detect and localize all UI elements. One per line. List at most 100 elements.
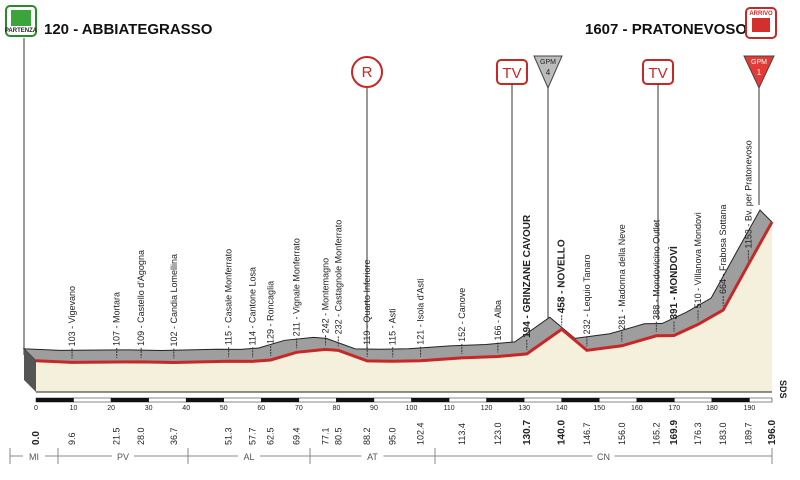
km-label: 0.0 (31, 431, 42, 445)
region-label-bg (238, 450, 260, 462)
gpm-category: 4 (546, 68, 551, 77)
waypoint-label: 119 - Quarto Inferiore (362, 260, 372, 345)
x-tick-label: 160 (631, 405, 643, 412)
km-label: 156.0 (617, 422, 627, 445)
x-tick-label: 60 (257, 405, 265, 412)
km-label: 130.7 (522, 420, 533, 445)
waypoint-label: 388 - Mondovicino Outlet (651, 219, 661, 320)
km-label: 77.1 (321, 427, 331, 445)
waypoint-label: 458 - NOVELLO (557, 239, 568, 313)
km-label: 183.0 (718, 422, 728, 445)
x-tick-label: 140 (556, 405, 568, 412)
km-label: 169.9 (669, 420, 680, 445)
region-label: CN (597, 452, 610, 462)
start-icon-label: PARTENZA (5, 28, 38, 34)
waypoint-label: 166 - Alba (493, 300, 503, 341)
x-tick-label: 90 (370, 405, 378, 412)
km-label: 69.4 (292, 427, 302, 445)
x-tick-label: 130 (518, 405, 530, 412)
waypoint-label: 121 - Isola d'Asti (416, 278, 426, 344)
scale-segment (711, 397, 750, 403)
scale-segment (223, 397, 262, 403)
x-tick-label: 80 (333, 405, 341, 412)
scale-segment (523, 397, 562, 403)
finish-icon-label: ARRIVO (749, 11, 773, 17)
sds-label: SDS (778, 380, 788, 399)
km-label: 88.2 (362, 427, 372, 445)
x-tick-label: 150 (593, 405, 605, 412)
x-tick-label: 50 (220, 405, 228, 412)
scale-segment (561, 397, 600, 403)
x-tick-label: 30 (145, 405, 153, 412)
waypoint-label: 1153 - Bv. per Pratonevoso (743, 140, 753, 248)
x-tick-label: 40 (182, 405, 190, 412)
region-label: AL (243, 452, 254, 462)
waypoint-label: 114 - Cantone Losa (248, 267, 258, 345)
finish-label: 1607 - PRATONEVOSO (585, 21, 747, 38)
scale-segment (448, 397, 487, 403)
scale-segment (185, 397, 225, 403)
km-label: 9.6 (67, 432, 77, 445)
scale-segment (749, 397, 773, 403)
scale-segment (298, 397, 337, 403)
x-tick-label: 100 (406, 405, 418, 412)
waypoint-label: 391 - MONDOVÌ (667, 246, 680, 320)
waypoint-label: 152 - Canove (457, 288, 467, 342)
waypoint-label: 115 - Asti (388, 308, 398, 345)
waypoint-label: 115 - Casale Monferrato (224, 249, 234, 345)
region-label-bg (23, 450, 45, 462)
scale-segment (110, 397, 149, 403)
waypoint-label: 129 - Roncaglia (266, 281, 276, 344)
waypoint-label: 242 - Montemagno (321, 258, 331, 334)
km-label: 80.5 (333, 427, 343, 445)
tv-label: TV (502, 65, 521, 82)
scale-segment (35, 397, 74, 403)
scale-segment (674, 397, 713, 403)
profile-left (24, 348, 36, 392)
region-label-bg (592, 450, 615, 462)
waypoint-label: 281 - Madonna della Neve (617, 224, 627, 330)
scale-segment (373, 397, 412, 403)
scale-segment (636, 397, 675, 403)
region-label: AT (367, 452, 378, 462)
waypoint-label: 664 - Frabosa Sottana (718, 204, 728, 294)
km-label: 123.0 (493, 422, 503, 445)
scale-segment (599, 397, 638, 403)
gpm-label: GPM (540, 59, 556, 66)
x-tick-label: 10 (70, 405, 78, 412)
waypoint-label: 510 - Villanova Mondovì (693, 212, 703, 308)
km-label: 36.7 (169, 427, 179, 445)
km-label: 176.3 (693, 422, 703, 445)
scale-segment (148, 397, 187, 403)
waypoint-label: 232 - Castagnole Monferrato (333, 220, 343, 335)
waypoint-label: 103 - Vigevano (67, 286, 77, 346)
km-label: 189.7 (743, 422, 753, 445)
sprint-label: R (362, 64, 373, 81)
km-label: 165.2 (651, 422, 661, 445)
region-label: MI (29, 452, 39, 462)
km-label: 140.0 (557, 420, 568, 445)
x-tick-label: 0 (34, 405, 38, 412)
scale-segment (411, 397, 450, 403)
scale-segment (336, 397, 375, 403)
x-tick-label: 70 (295, 405, 303, 412)
x-tick-label: 120 (481, 405, 493, 412)
gpm-category: 1 (757, 68, 762, 77)
start-label: 120 - ABBIATEGRASSO (44, 21, 213, 38)
x-tick-label: 20 (107, 405, 115, 412)
sprint-icon (351, 56, 383, 88)
waypoint-label: 102 - Candia Lomellina (169, 254, 179, 347)
waypoint-label: 194 - GRINZANE CAVOUR (522, 214, 533, 338)
finish-icon-flag (752, 18, 770, 32)
x-tick-label: 190 (744, 405, 756, 412)
region-label-bg (361, 450, 384, 462)
profile-side (36, 222, 772, 392)
waypoint-label: 232 - Lequio Tanaro (582, 254, 592, 334)
km-label: 113.4 (457, 423, 467, 445)
km-label: 51.3 (224, 427, 234, 445)
region-label-bg (112, 450, 134, 462)
km-label: 62.5 (266, 427, 276, 445)
gpm-icon (533, 55, 563, 90)
region-label: PV (117, 452, 129, 462)
start-icon-flag (11, 10, 31, 26)
